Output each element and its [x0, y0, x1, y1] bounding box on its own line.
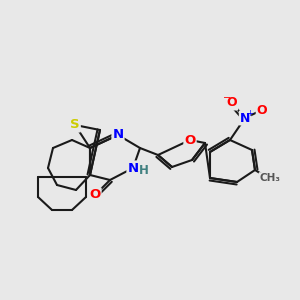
Text: O: O: [89, 188, 100, 202]
Text: N: N: [128, 161, 139, 175]
Text: N: N: [240, 112, 250, 124]
Text: S: S: [70, 118, 80, 131]
Text: CH₃: CH₃: [260, 173, 280, 183]
Text: H: H: [139, 164, 149, 178]
Text: O: O: [257, 103, 267, 116]
Text: N: N: [112, 128, 124, 142]
Text: O: O: [227, 97, 237, 110]
Text: +: +: [247, 109, 254, 118]
Text: −: −: [223, 93, 231, 103]
Text: O: O: [184, 134, 196, 146]
